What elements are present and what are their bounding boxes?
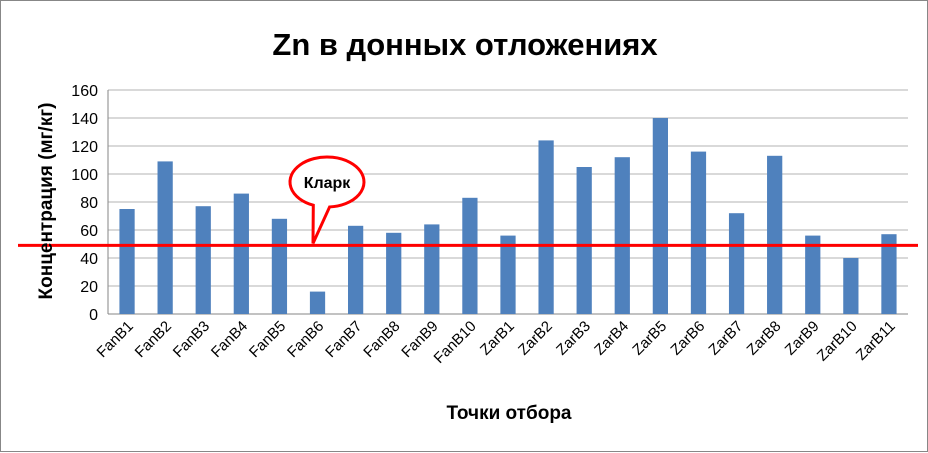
- bar: [233, 193, 249, 314]
- x-tick-label: FanB4: [208, 318, 251, 361]
- x-tick-label: ZarB1: [477, 318, 518, 359]
- bar: [157, 161, 173, 314]
- x-tick-label: ZarB7: [705, 318, 746, 359]
- bar: [424, 224, 440, 314]
- x-tick-label: FanB3: [170, 318, 213, 361]
- chart-title: Zn в донных отложениях: [272, 27, 658, 62]
- x-tick-label: ZarB10: [814, 318, 861, 365]
- x-tick-label: FanB2: [132, 318, 175, 361]
- x-tick-label: ZarB2: [515, 318, 556, 359]
- bar: [614, 157, 630, 314]
- bar: [538, 140, 554, 314]
- y-tick-label: 60: [80, 223, 98, 240]
- bar: [309, 291, 326, 314]
- x-axis-title: Точки отбора: [447, 403, 572, 424]
- bar: [881, 234, 897, 314]
- bar: [652, 118, 668, 314]
- x-tick-label: ZarB4: [591, 318, 632, 359]
- bar: [271, 218, 288, 314]
- bar: [843, 258, 859, 314]
- bar: [576, 167, 592, 314]
- bar: [690, 151, 707, 314]
- clarke-callout: Кларк: [288, 155, 366, 245]
- bar: [462, 197, 478, 314]
- x-tick-label: ZarB8: [744, 318, 785, 359]
- y-tick-label: 100: [71, 167, 98, 184]
- x-tick-label: FanB1: [94, 318, 137, 361]
- bar: [728, 213, 745, 314]
- y-axis-title: Концентрация (мг/кг): [36, 103, 57, 300]
- y-tick-label: 40: [80, 251, 98, 268]
- callout-label: Кларк: [304, 175, 352, 192]
- x-tick-label: FanB10: [431, 318, 480, 367]
- x-tick-label: ZarB11: [853, 318, 899, 364]
- x-tick-label: ZarB5: [629, 318, 670, 359]
- x-tick-label: ZarB3: [553, 318, 594, 359]
- bar: [386, 232, 402, 314]
- bar: [500, 235, 516, 314]
- y-tick-label: 20: [80, 279, 98, 296]
- y-tick-label: 80: [80, 195, 98, 212]
- bar: [767, 155, 783, 314]
- y-tick-label: 140: [71, 111, 98, 128]
- x-tick-label: ZarB6: [667, 318, 708, 359]
- y-tick-label: 120: [71, 139, 98, 156]
- bar: [805, 235, 821, 314]
- bar: [119, 209, 135, 314]
- bars: [119, 118, 897, 314]
- x-tick-label: FanB8: [360, 318, 403, 361]
- x-tick-label: FanB7: [322, 318, 365, 361]
- y-tick-label: 160: [71, 83, 98, 100]
- callout-bubble: [288, 155, 366, 245]
- y-tick-label: 0: [89, 307, 98, 324]
- x-tick-labels: FanB1FanB2FanB3FanB4FanB5FanB6FanB7FanB8…: [94, 318, 899, 367]
- bar: [195, 206, 211, 314]
- bar: [348, 225, 364, 314]
- x-tick-label: FanB6: [284, 318, 327, 361]
- x-tick-label: FanB5: [246, 318, 289, 361]
- y-tick-labels: 0 20 40 60 80 100 120 140 160: [71, 83, 98, 324]
